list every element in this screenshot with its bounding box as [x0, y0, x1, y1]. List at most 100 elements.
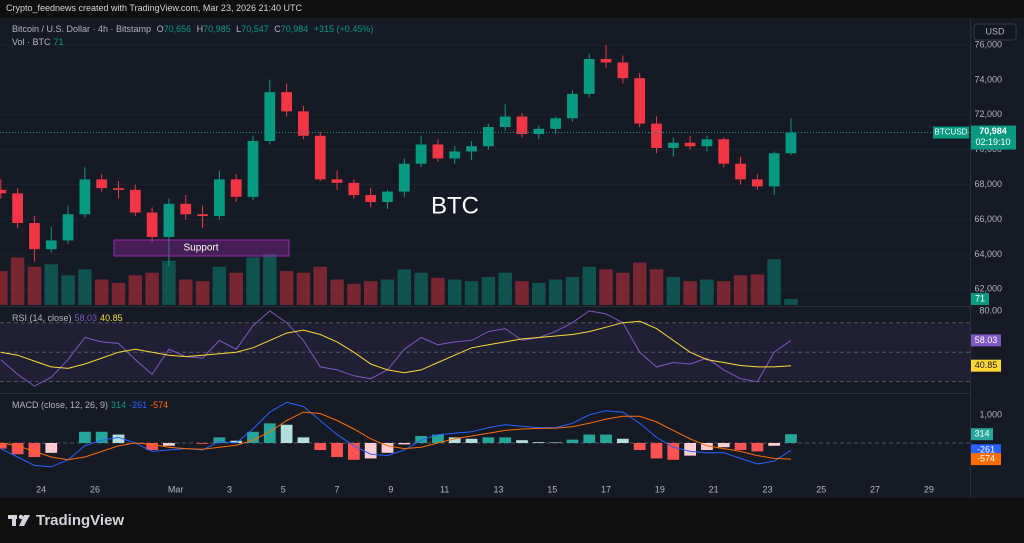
volume-bar — [78, 269, 92, 305]
histogram-bar — [314, 442, 327, 451]
candle-body — [499, 116, 511, 128]
histogram-bar — [364, 442, 377, 459]
candle-body — [533, 128, 545, 135]
volume-bar — [313, 266, 327, 305]
candle-body — [516, 116, 528, 135]
volume-bar — [565, 276, 580, 305]
x-tick-label: 27 — [870, 484, 880, 494]
candle-body — [466, 146, 477, 152]
x-tick-label: 26 — [90, 484, 100, 494]
price-box — [971, 125, 1016, 150]
histogram-bar — [95, 431, 108, 443]
price-label: 70,984 — [979, 126, 1007, 136]
histogram-bar — [516, 440, 528, 443]
candle-body — [180, 203, 192, 215]
x-tick-label: 23 — [762, 484, 772, 494]
x-tick-label: 3 — [227, 484, 232, 494]
currency-button[interactable] — [973, 23, 1017, 41]
ohlc-key: C — [274, 24, 281, 34]
volume-bar — [162, 260, 176, 305]
value-label: -261 — [977, 445, 995, 455]
candle-body — [213, 179, 225, 217]
candle-body — [785, 132, 797, 154]
volume-label: 71 — [975, 293, 985, 303]
indicator-line — [0, 310, 792, 387]
volume-bar — [128, 275, 143, 305]
histogram-bar — [633, 442, 646, 451]
histogram-bar — [78, 431, 91, 443]
volume-bar — [683, 281, 697, 305]
volume-bar — [431, 277, 445, 305]
x-tick-label: 21 — [709, 484, 719, 494]
y-tick-label: 66,000 — [974, 214, 1002, 224]
y-tick-label: 1,000 — [979, 409, 1002, 419]
candle-body — [617, 62, 629, 79]
histogram-bar — [532, 442, 545, 443]
candle-body — [45, 240, 57, 250]
value-label: 40.85 — [975, 360, 998, 370]
histogram-bar — [734, 442, 747, 451]
candle-body — [735, 163, 746, 180]
header: Crypto_feednews created with TradingView… — [6, 3, 302, 13]
candle-body — [751, 179, 763, 187]
hist-box — [971, 428, 993, 441]
ohlc-key: H — [196, 24, 204, 34]
histogram-bar — [45, 442, 58, 453]
candle-body — [230, 179, 242, 197]
hist-value: 314 — [111, 400, 127, 410]
volume-legend: Vol · BTC 71 — [12, 37, 67, 47]
histogram-bar — [566, 439, 579, 443]
volume-bar — [599, 269, 613, 305]
volume-bar — [0, 271, 8, 305]
candle-body — [550, 118, 561, 129]
symbol-tag — [933, 126, 969, 139]
y-tick-label: 68,000 — [974, 179, 1002, 189]
logo-icon — [8, 514, 30, 526]
ohlc-key: L — [236, 24, 242, 34]
histogram-bar — [751, 442, 764, 452]
x-tick-label: 19 — [655, 484, 665, 494]
y-tick-label: 80.00 — [979, 305, 1002, 315]
histogram-bar — [549, 442, 562, 443]
histogram-bar — [482, 437, 495, 443]
plot — [0, 44, 970, 468]
candle-body — [129, 189, 141, 213]
histogram-bar — [263, 423, 276, 443]
volume-bar — [464, 281, 479, 305]
macd-title: MACD (close, 12, 26, 9) — [12, 400, 109, 410]
histogram-bar — [768, 442, 781, 446]
volume-bar — [750, 274, 765, 305]
candle-body — [667, 142, 679, 148]
y-tick-label: 64,000 — [974, 249, 1002, 259]
histogram-bar — [785, 434, 797, 443]
y-tick-label: 74,000 — [974, 74, 1002, 84]
histogram-bar — [465, 438, 478, 443]
histogram-bar — [0, 442, 7, 449]
candle-body — [567, 93, 578, 119]
candle-body — [331, 179, 343, 183]
volume-bar — [733, 275, 748, 305]
candle-body — [583, 59, 595, 94]
candle-body — [29, 223, 40, 250]
histogram-bar — [684, 442, 696, 456]
histogram-bar — [398, 442, 411, 445]
histogram-bar — [331, 442, 343, 458]
volume-bar — [515, 281, 529, 305]
histogram-bar — [583, 434, 596, 443]
histogram-bar — [667, 442, 680, 460]
signal-value: -574 — [150, 400, 169, 410]
histogram-bar — [701, 442, 713, 451]
candle-body — [113, 188, 124, 190]
indicator-line — [0, 320, 792, 374]
candle-body — [718, 139, 730, 164]
histogram-bar — [196, 442, 209, 444]
volume-bar — [498, 272, 512, 305]
candle-body — [768, 153, 780, 187]
value-box — [971, 359, 1001, 372]
histogram-bar — [297, 437, 310, 443]
indicator-line — [0, 411, 792, 461]
candle-body — [96, 179, 108, 189]
ohlc-value: 70,984 — [280, 24, 309, 34]
volume-bar — [548, 279, 563, 305]
